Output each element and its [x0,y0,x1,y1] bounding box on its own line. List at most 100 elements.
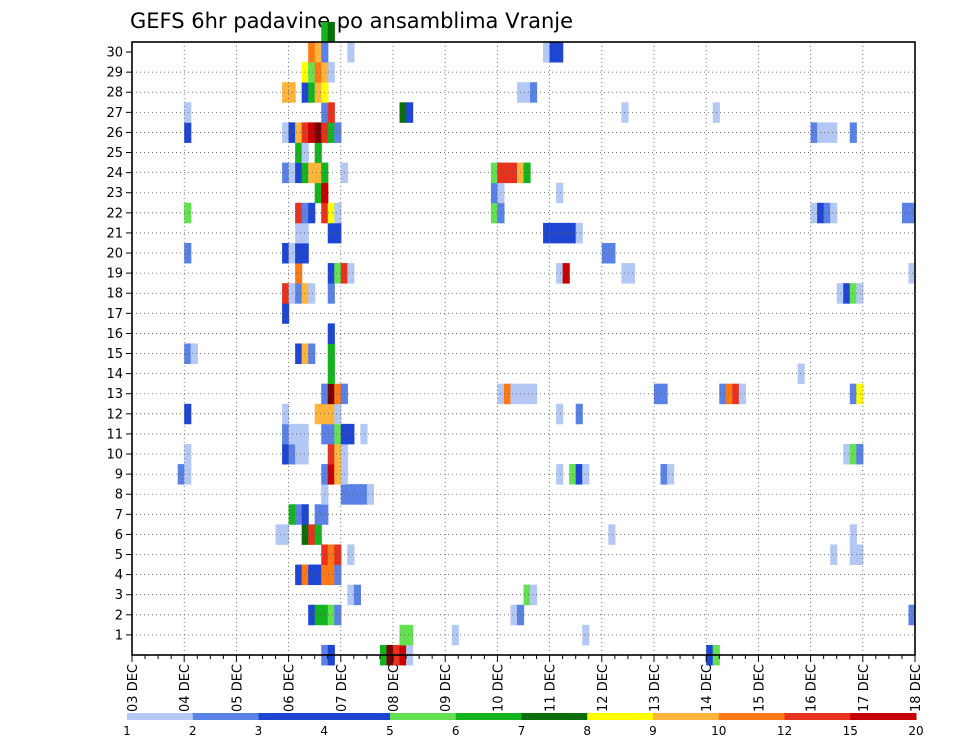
heatmap-cell [347,423,355,445]
y-tick-label: 27 [106,106,123,121]
y-tick-label: 5 [115,548,123,563]
heatmap-cell [856,443,864,465]
heatmap-cell [503,383,512,405]
heatmap-cell [523,584,531,606]
heatmap-cell [327,564,335,586]
colorbar-label: 6 [452,724,460,738]
heatmap-cell [347,544,355,565]
heatmap-cell [321,21,329,43]
heatmap-cell [347,42,355,63]
heatmap-cell [295,222,303,244]
colorbar-label: 7 [518,724,526,738]
heatmap-cell [556,42,564,63]
y-axis: 1234567891011121314151617181920212223242… [106,46,132,643]
heatmap-cell [901,202,910,224]
heatmap-cell [575,222,583,244]
heatmap-cell [347,484,355,505]
heatmap-cell [823,202,831,224]
heatmap-cell [327,323,335,344]
y-tick-label: 1 [115,628,123,643]
heatmap-cell [849,544,857,565]
x-tick-label: 08 DEC [387,664,402,712]
heatmap-cell [582,624,590,646]
heatmap-cell [556,182,564,204]
heatmap-cell [543,222,551,244]
heatmap-cell [295,343,303,364]
heatmap-cell [608,242,616,264]
heatmap-cell [282,283,290,304]
heatmap-cell [321,42,329,63]
heatmap-cell [314,604,322,626]
y-tick-label: 20 [106,247,123,262]
heatmap-cell [334,222,342,244]
heatmap-cell [490,182,499,204]
heatmap-cell [327,21,335,43]
heatmap-cell [849,122,857,143]
colorbar-label: 9 [649,724,657,738]
heatmap-cell [334,263,342,284]
x-axis: 03 DEC 04 DEC 05 DEC 06 DEC 07 DEC 08 DEC 09 D… [126,655,924,712]
x-tick-label: 10 DEC [491,664,506,712]
heatmap-cell [184,464,192,485]
colorbar-label: 8 [583,724,591,738]
heatmap-cell [608,524,616,545]
heatmap-cell [667,464,675,485]
y-tick-label: 10 [106,448,123,463]
colorbar-label: 10 [711,724,726,738]
x-tick-label: 12 DEC [596,664,611,712]
heatmap-cell [308,202,316,224]
heatmap-cell [282,303,290,324]
heatmap-cell [301,62,309,83]
y-tick-label: 30 [106,46,123,61]
heatmap-cell [282,403,290,425]
heatmap-cell [308,82,316,103]
heatmap-cell [295,242,303,264]
heatmap-cell [399,102,407,123]
colorbar-label: 3 [255,724,263,738]
heatmap-cell [327,62,335,83]
heatmap-cell [810,122,818,143]
heatmap-cell [282,524,290,545]
heatmap-cell [295,564,303,586]
plot-frame [131,41,916,656]
heatmap-cell [334,544,342,565]
heatmap-cell [347,584,355,606]
y-tick-label: 2 [115,608,123,623]
heatmap-cell [184,443,192,465]
colorbar-swatch [192,713,259,720]
heatmap-cell [327,544,335,565]
heatmap-cell [399,624,407,646]
colorbar-swatch [784,713,851,720]
heatmap-cell [327,102,335,123]
heatmap-cell [627,263,636,284]
heatmap-cell [334,604,342,626]
heatmap-cell [301,564,309,586]
heatmap-cell [810,202,818,224]
heatmap-cell [308,564,316,586]
y-tick-label: 14 [106,367,123,382]
colorbar-label: 4 [320,724,328,738]
heatmap-cell [334,443,342,465]
heatmap-cell [797,363,805,385]
colorbar-swatch [587,713,654,720]
heatmap-cell [327,604,335,626]
y-tick-label: 3 [115,588,123,603]
y-tick-label: 17 [106,307,123,322]
heatmap-cell [353,484,361,505]
heatmap-cell [549,222,557,244]
heatmap-cell [327,222,335,244]
chart-title: GEFS 6hr padavine po ansamblima Vranje [130,9,573,33]
heatmap-cell [849,443,857,465]
heatmap-cell [334,564,342,586]
heatmap-cell [308,162,316,184]
heatmap-cell [190,343,198,364]
heatmap-cell [282,122,290,143]
x-tick-label: 05 DEC [230,664,245,712]
heatmap-cell [282,82,290,103]
y-tick-label: 22 [106,206,123,221]
colorbar-label: 12 [777,724,792,738]
heatmap-cell [301,283,309,304]
colorbar-swatch [390,713,457,720]
heatmap-cell [314,524,322,545]
heatmap-cell [556,403,564,425]
